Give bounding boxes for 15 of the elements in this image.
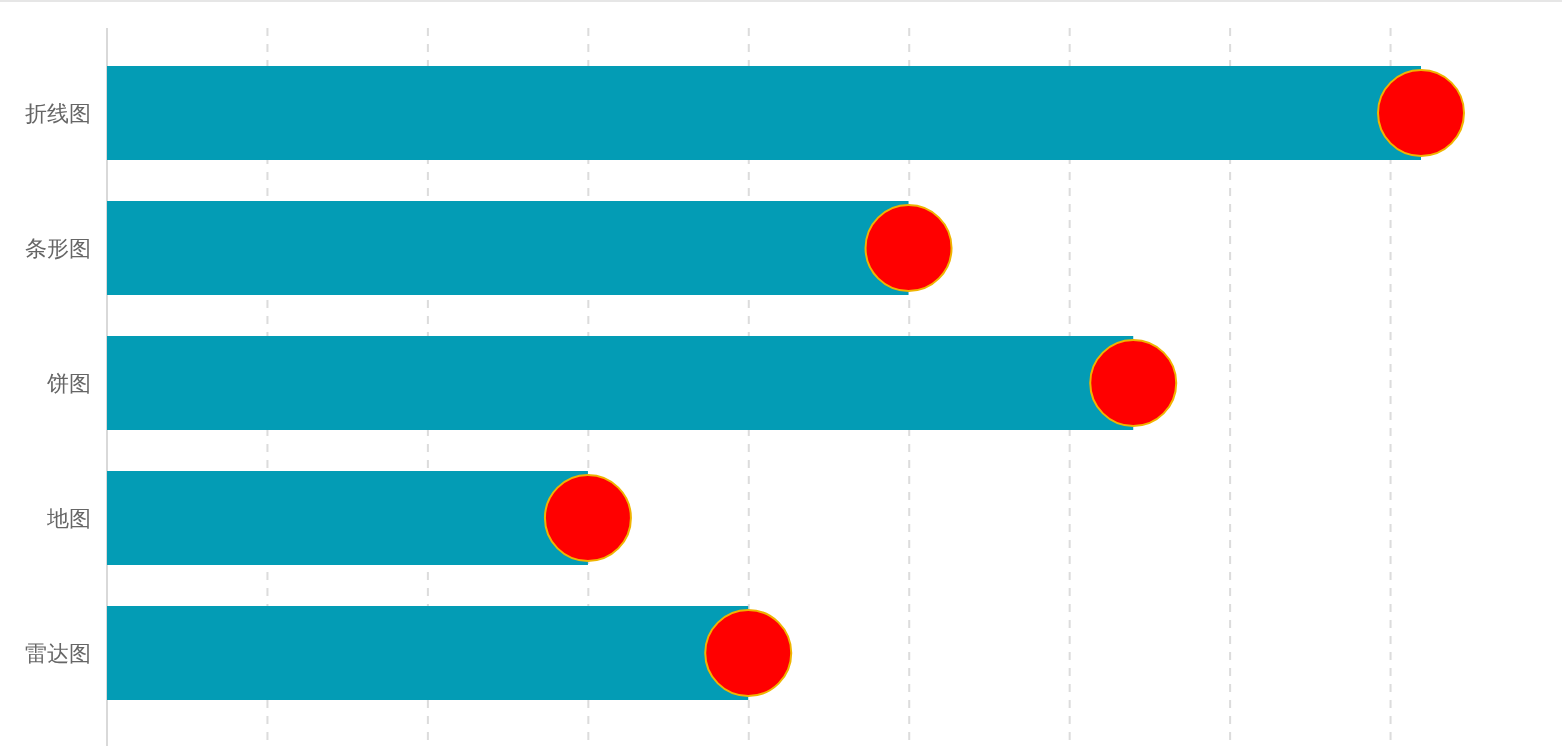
point bbox=[1089, 339, 1178, 427]
bar bbox=[107, 471, 588, 565]
point bbox=[1377, 69, 1465, 157]
point bbox=[864, 204, 953, 292]
y-tick-label: 条形图 bbox=[25, 235, 91, 261]
y-tick-label: 饼图 bbox=[46, 370, 91, 396]
y-tick-label: 折线图 bbox=[25, 100, 91, 126]
bar bbox=[107, 336, 1134, 430]
bar bbox=[107, 201, 909, 295]
bar bbox=[107, 66, 1421, 160]
point bbox=[704, 609, 793, 697]
y-tick-label: 地图 bbox=[46, 505, 91, 531]
point bbox=[543, 474, 632, 562]
bar bbox=[107, 606, 749, 700]
y-tick-label: 雷达图 bbox=[25, 640, 91, 666]
